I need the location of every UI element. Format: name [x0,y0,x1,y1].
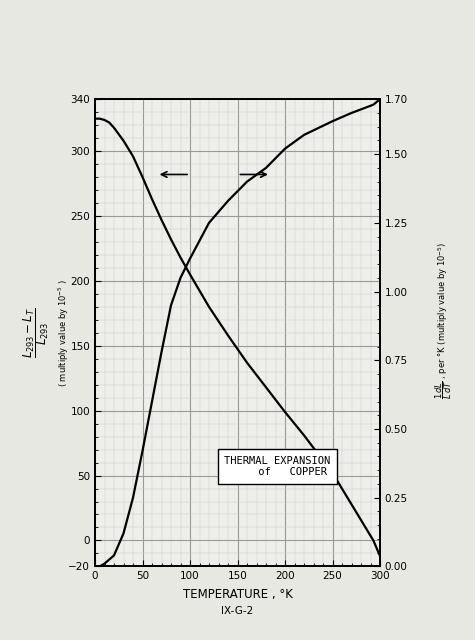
Text: ( multiply value by 10$^{-5}$ ): ( multiply value by 10$^{-5}$ ) [57,279,71,387]
Text: IX-G-2: IX-G-2 [221,606,254,616]
Text: $\dfrac{L_{293}-L_T}{L_{293}}$: $\dfrac{L_{293}-L_T}{L_{293}}$ [21,307,50,358]
Text: THERMAL EXPANSION
     of   COPPER: THERMAL EXPANSION of COPPER [224,456,331,477]
X-axis label: TEMPERATURE , °K: TEMPERATURE , °K [182,588,293,601]
Text: $\dfrac{1}{L}\dfrac{dL}{dT}$ , per $\degree$K (multiply value by 10$^{-5}$): $\dfrac{1}{L}\dfrac{dL}{dT}$ , per $\deg… [434,241,455,399]
